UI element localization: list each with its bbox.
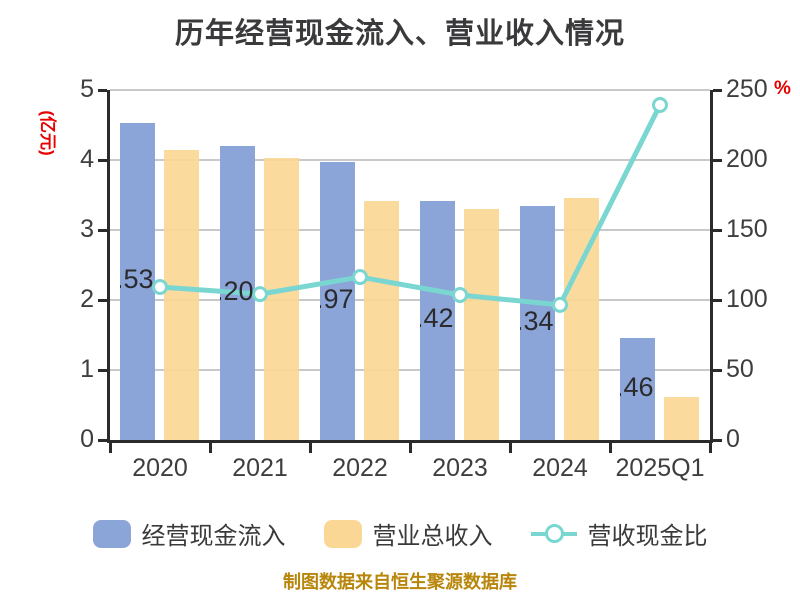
x-axis-category-label: 2025Q1 [615,454,705,482]
cash-bar-value-label: .20 [220,276,254,306]
x-axis-category-label: 2020 [132,454,188,482]
ratio-line-series [152,96,668,313]
x-axis-category-label: 2024 [532,454,588,482]
left-axis-tick [98,439,107,442]
ratio-line-marker [352,269,368,286]
right-axis-tick [713,369,722,372]
left-axis-tick-label: 4 [80,145,94,173]
left-axis-tick [98,229,107,232]
chart-title: 历年经营现金流入、营业收入情况 [174,18,625,50]
gridline [110,369,710,371]
right-axis-unit-label: % [774,78,791,99]
revenue-bar [364,201,399,440]
left-axis-tick [98,159,107,162]
ratio-line-marker [552,296,568,313]
left-axis-tick-label: 0 [80,425,94,453]
bottom-axis-tick [508,443,512,453]
legend-swatch-icon [323,519,362,548]
ratio-line [159,103,663,308]
gridline [110,159,710,161]
bottom-axis-tick [308,443,312,453]
bottom-axis-spine [107,440,713,443]
gridline [110,299,710,301]
left-axis-tick-label: 1 [80,355,94,383]
left-axis-tick-label: 5 [80,75,94,103]
right-axis-tick [713,439,722,442]
cash-inflow-bar [420,200,455,440]
x-axis-category-label: 2022 [332,454,388,482]
bottom-axis-tick [708,443,712,453]
cash-bar-label-clip: .42 [420,201,455,440]
left-axis-tick [98,89,107,92]
left-axis-spine [107,90,110,443]
left-axis-tick-label: 2 [80,285,94,313]
right-axis-tick-label: 200 [726,145,768,173]
revenue-bar [264,157,299,440]
left-axis-tick-label: 3 [80,215,94,243]
revenue-bar [164,149,199,440]
ratio-line-marker [252,286,268,303]
cash-inflow-bar [620,337,655,440]
revenue-bar [664,397,699,440]
legend: 经营现金流入 营业总收入 营收现金比 [0,516,800,551]
bottom-axis-tick [408,443,412,453]
left-axis-tick [98,369,107,372]
revenue-bar [464,209,499,440]
right-axis-tick [713,89,722,92]
legend-label: 营收现金比 [587,523,708,550]
cash-inflow-bar [320,162,355,440]
right-axis-tick-label: 50 [726,355,754,383]
ratio-line-marker [652,96,668,113]
right-axis-tick-label: 250 [726,75,768,103]
cash-bar-value-label: .42 [420,303,454,334]
right-axis-tick [713,299,722,302]
cash-bar-value-label: .53 [120,264,154,295]
legend-label: 营业总收入 [372,523,493,550]
cash-bar-value-label: .46 [620,371,654,402]
cash-bar-value-label: .97 [320,284,354,315]
x-axis-category-label: 2021 [232,454,288,482]
cash-bar-value-label: .34 [520,306,554,337]
cash-bar-label-clip: .20 [220,146,255,440]
bottom-axis-tick [108,443,112,453]
plot-area: 5 250 4 200 3 150 2 100 1 50 0 0 2020 2021 2022 2023 202… [80,75,768,482]
gridline [110,89,710,91]
legend-line-marker-icon [530,520,577,548]
legend-item-1: 经营现金流入 [92,516,286,551]
cash-bar-label-clip: .34 [520,206,555,440]
cash-inflow-bar [120,122,155,440]
cash-bar-label-clip: .97 [320,162,355,440]
right-axis-tick-label: 100 [726,285,768,313]
right-axis-tick-label: 0 [726,425,740,453]
legend-label: 经营现金流入 [141,523,286,550]
legend-item-3: 营收现金比 [530,516,708,551]
gridline [110,229,710,231]
cash-inflow-bar [520,206,555,440]
right-axis-spine [710,90,713,443]
cash-bar-label-clip: .46 [620,338,655,440]
x-axis-category-label: 2023 [432,454,488,482]
data-source-footer: 制图数据来自恒生聚源数据库 [283,572,517,592]
legend-item-2: 营业总收入 [323,516,493,551]
bottom-axis-tick [208,443,212,453]
cash-bar-label-clip: .53 [120,123,155,440]
ratio-line-marker [152,278,168,295]
right-axis-tick [713,229,722,232]
right-axis-tick [713,159,722,162]
legend-swatch-icon [92,519,131,548]
right-axis-tick-label: 150 [726,215,768,243]
ratio-line-marker [452,286,468,303]
left-axis-tick [98,299,107,302]
legend-marker-circle [544,523,564,543]
bottom-axis-tick [608,443,612,453]
